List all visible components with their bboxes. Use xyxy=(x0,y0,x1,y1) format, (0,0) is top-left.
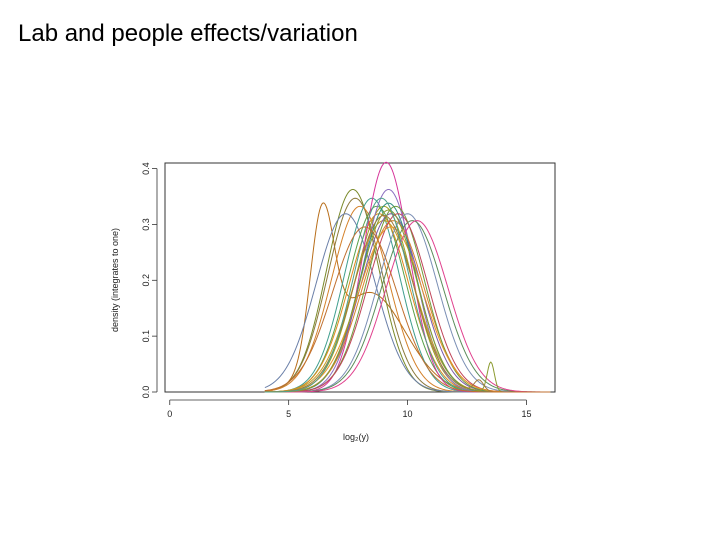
x-tick-label: 0 xyxy=(167,409,172,419)
y-tick-label: 0.1 xyxy=(141,330,151,343)
y-tick-label: 0.3 xyxy=(141,218,151,231)
density-line-1 xyxy=(264,202,551,393)
x-tick-label: 5 xyxy=(286,409,291,419)
density-line-21 xyxy=(264,220,551,393)
x-tick-label: 15 xyxy=(521,409,531,419)
y-axis-title: density (integrates to one) xyxy=(110,228,120,332)
plot-frame xyxy=(164,162,556,393)
density-line-25 xyxy=(264,226,551,393)
y-tick-label: 0.4 xyxy=(141,162,151,175)
y-tick-label: 0.2 xyxy=(141,274,151,287)
y-tick-label: 0.0 xyxy=(141,386,151,399)
series-layer xyxy=(264,161,551,393)
y-axis: 0.0 0.1 0.2 0.3 0.4 xyxy=(141,162,158,399)
x-tick-label: 10 xyxy=(403,409,413,419)
slide-title: Lab and people effects/variation xyxy=(18,20,358,47)
x-axis: 0 5 10 15 xyxy=(167,399,531,419)
x-axis-title: log₂(y) xyxy=(343,432,369,442)
